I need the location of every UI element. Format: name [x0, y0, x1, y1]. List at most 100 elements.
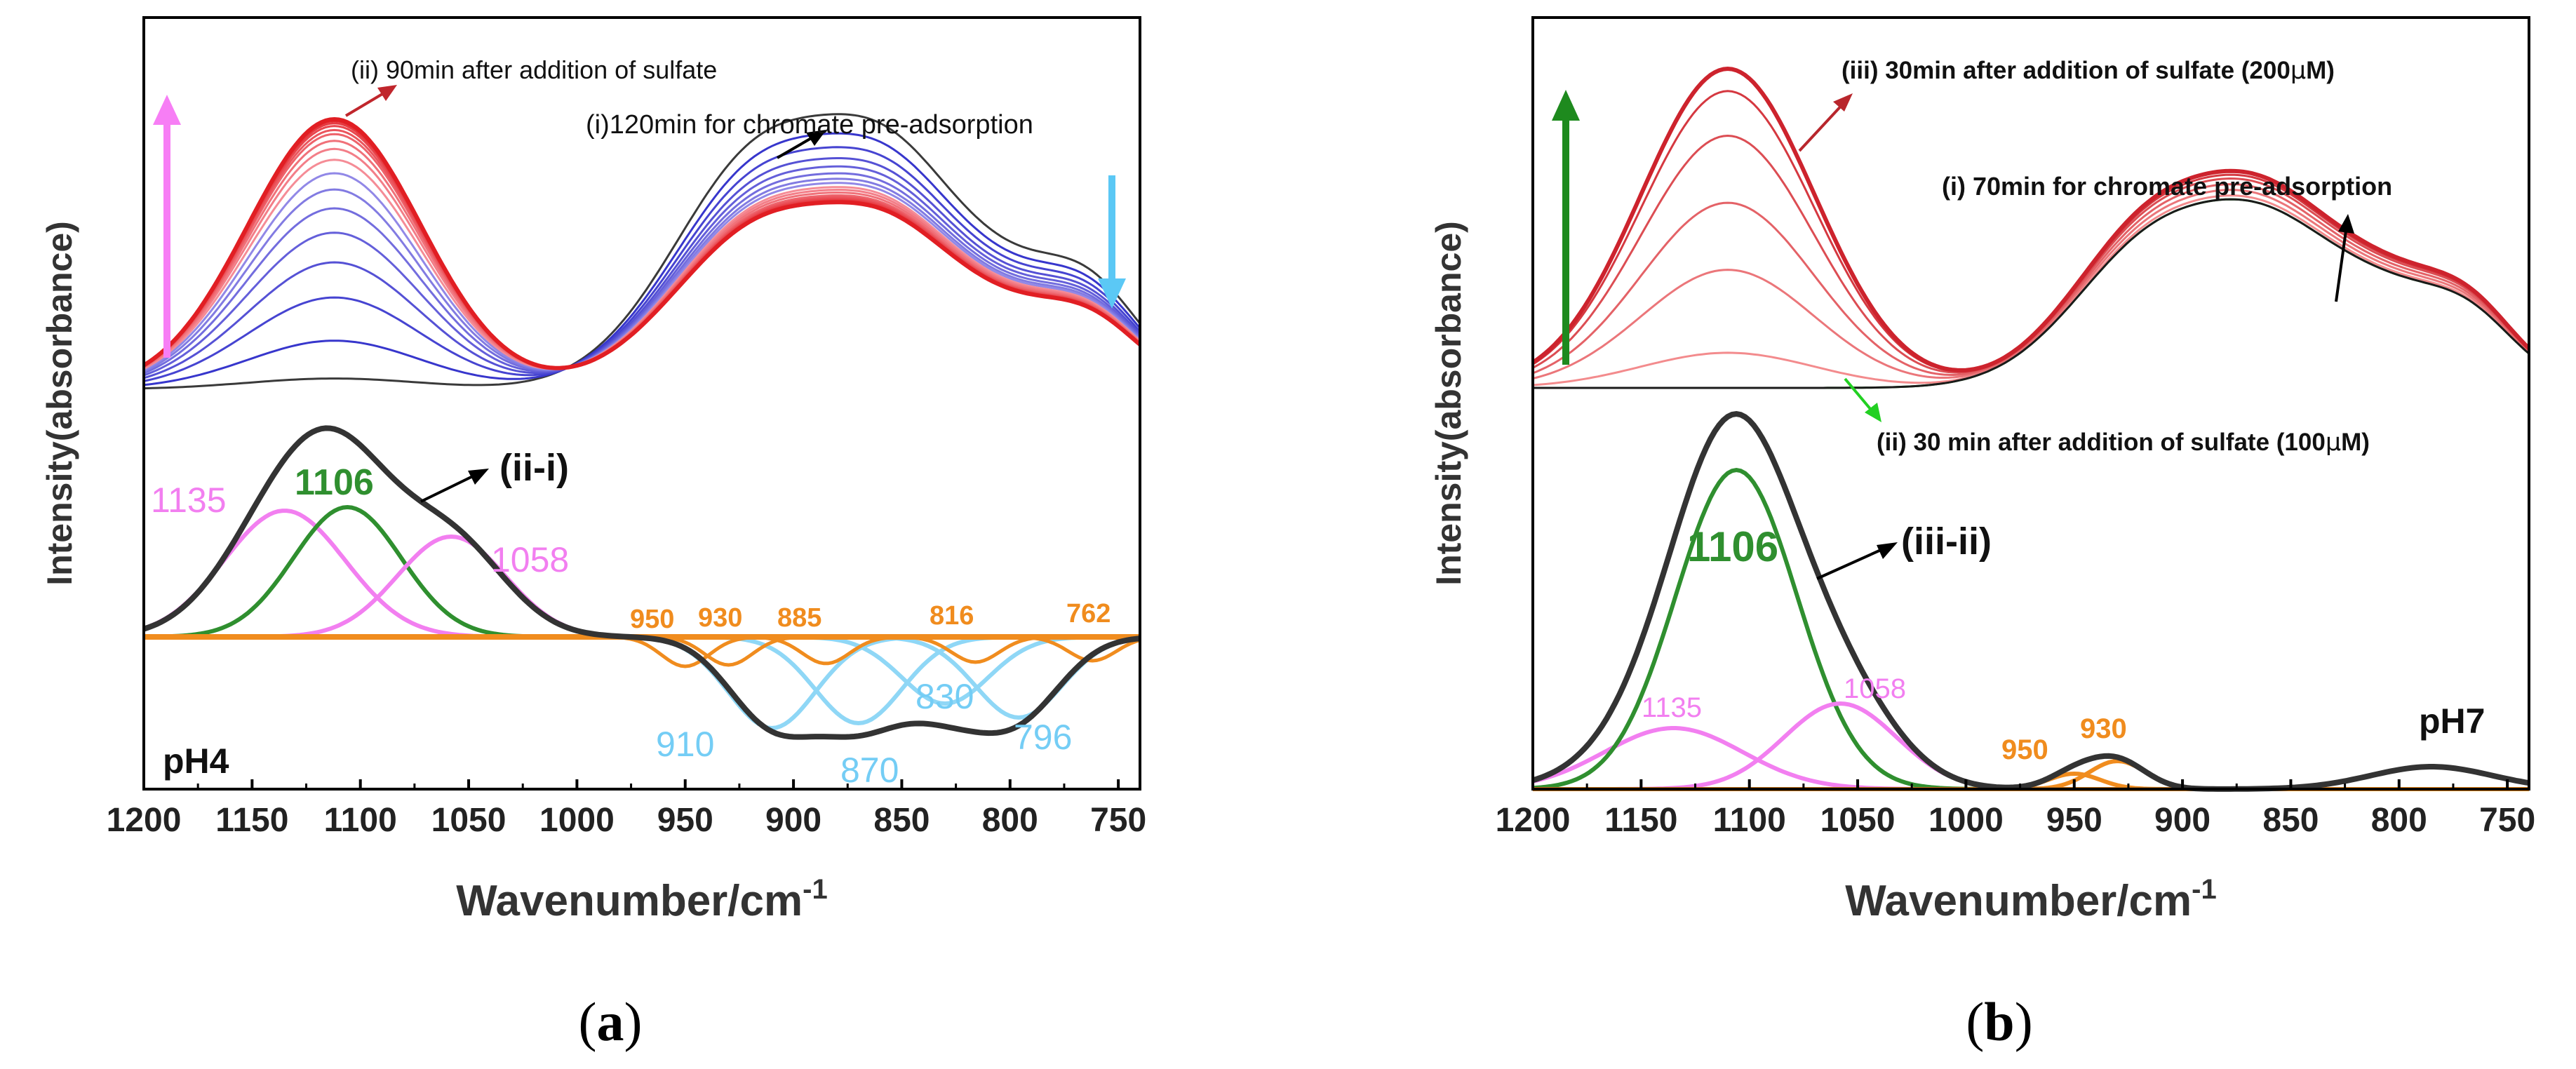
panel-b-label-ii-close: )	[2361, 429, 2370, 456]
a-tick-label-1050: 1050	[431, 802, 507, 839]
panel-b-label-iii: (iii) 30min after addition of sulfate (2…	[1842, 57, 2335, 85]
panel-a-plot-frame	[142, 16, 1141, 791]
b-spectrum-dark	[1533, 198, 2530, 389]
panel-b-label-ii-m: M	[2341, 429, 2361, 456]
a-negative-component-830	[144, 635, 1140, 706]
panel-a-letter-open: (	[579, 991, 597, 1052]
panel-b-plot-frame	[1531, 16, 2530, 791]
panel-a-annotation-arrow-ii	[344, 85, 397, 117]
a-difference-spectrum	[142, 425, 1141, 740]
panel-a-letter: (a)	[579, 991, 643, 1052]
a-orange-component-950	[144, 635, 1140, 668]
b-peak-label-1058: 1058	[1844, 673, 1906, 704]
a-spectrum-4	[143, 157, 1141, 379]
a-tick-label-800: 800	[982, 802, 1038, 839]
b-peak-label-1135: 1135	[1642, 692, 1702, 723]
panel-b-label-iii-mu: μ	[2290, 57, 2306, 85]
b-spectrum-2	[1532, 194, 2530, 386]
panel-b-x-ticks: 1200 1150 1100 1050 1000 950 900 850 800 750	[1496, 779, 2535, 839]
panel-a-x-axis-sup: -1	[803, 874, 828, 905]
a-tick-label-900: 900	[765, 802, 821, 839]
orange-label-762: 762	[1066, 599, 1111, 628]
b-spectrum-6	[1532, 90, 2530, 372]
b-tick-label-1050: 1050	[1820, 802, 1896, 839]
blue-label-910: 910	[656, 725, 714, 764]
a-spectrum-1	[143, 113, 1141, 390]
panel-a-x-axis-main: Wavenumber/cm	[456, 877, 803, 925]
b-tick-label-950: 950	[2046, 802, 2102, 839]
panel-a-label-i: (i)120min for chromate pre-adsorption	[586, 110, 1033, 140]
panel-b-letter-main: b	[1984, 991, 2014, 1052]
panel-a-ph-label: pH4	[163, 741, 229, 781]
b-spectrum-4	[1532, 183, 2530, 377]
panel-a-annotation-arrow-i	[776, 130, 826, 159]
a-spectrum-2	[143, 132, 1141, 386]
peak-label-1106: 1106	[295, 462, 374, 503]
b-peak-label-950: 950	[2001, 734, 2048, 765]
b-tick-label-1200: 1200	[1496, 802, 1571, 839]
b-spectrum-3	[1532, 189, 2530, 380]
peak-label-1058: 1058	[491, 540, 569, 579]
panel-b-letter-close: )	[2015, 991, 2033, 1052]
panel-b-x-axis-sup: -1	[2192, 874, 2217, 905]
b-tick-label-900: 900	[2154, 802, 2211, 839]
panel-b-letter-open: (	[1966, 991, 1984, 1052]
a-tick-label-1100: 1100	[324, 802, 397, 839]
orange-label-885: 885	[777, 603, 821, 633]
orange-label-950: 950	[630, 605, 674, 634]
panel-b-label-iii-m: M	[2306, 57, 2326, 84]
a-spectrum-12	[143, 133, 1141, 370]
a-tick-label-1150: 1150	[215, 802, 288, 839]
orange-label-816: 816	[930, 601, 974, 631]
panel-a-up-arrow	[153, 95, 181, 358]
a-tick-label-850: 850	[873, 802, 930, 839]
panel-a-upper-spectra	[142, 113, 1141, 390]
panel-a-x-ticks: 1200 1150 1100 1050 1000 950 900 850 800 750	[107, 779, 1146, 839]
a-tick-label-1000: 1000	[539, 802, 615, 839]
panel-b-y-axis-label: Intensity(absorbance)	[1429, 221, 1468, 586]
panel-b-label-ii: (ii) 30 min after addition of sulfate (1…	[1877, 429, 2370, 457]
panel-b-label-i: (i) 70min for chromate pre-adsorption	[1942, 172, 2392, 201]
a-negative-component-870	[144, 635, 1140, 726]
b-spectrum-7	[1531, 66, 2531, 372]
panel-b-diff-label: (iii-ii)	[1901, 520, 1992, 563]
blue-label-870: 870	[840, 751, 899, 790]
peak-label-1135: 1135	[151, 480, 227, 520]
orange-label-930: 930	[698, 603, 742, 633]
panel-a-label-ii: (ii) 90min after addition of sulfate	[351, 55, 717, 84]
panel-a-difference-spectra	[142, 425, 1141, 740]
a-spectrum-5	[143, 165, 1141, 377]
panel-b-annotation-arrow-i	[2335, 214, 2354, 302]
panel-b-ph-label: pH7	[2419, 701, 2485, 741]
panel-a-letter-close: )	[624, 991, 643, 1052]
a-spectrum-17	[142, 116, 1141, 370]
a-tick-label-750: 750	[1090, 802, 1146, 839]
blue-label-830: 830	[915, 677, 974, 716]
panel-b-up-arrow	[1552, 90, 1580, 365]
panel-a: 1200 1150 1100 1050 1000 950 900 850 800 750 (ii)…	[40, 16, 1146, 1052]
panel-b-annotation-arrow-iii	[1798, 93, 1853, 152]
blue-label-796: 796	[1014, 718, 1072, 757]
a-spectrum-3	[143, 146, 1141, 382]
a-negative-component-910	[144, 635, 1140, 731]
panel-b-annotation-arrow-diff	[1816, 542, 1898, 580]
panel-a-diff-label: (ii-i)	[499, 447, 569, 489]
panel-a-annotation-arrow-diff	[420, 469, 489, 503]
panel-b-x-axis-label: Wavenumber/cm-1	[1845, 874, 2216, 925]
b-tick-label-850: 850	[2262, 802, 2319, 839]
a-tick-label-1200: 1200	[107, 802, 182, 839]
panel-b-difference-spectra	[1531, 411, 2530, 792]
b-tick-label-750: 750	[2479, 802, 2535, 839]
panel-b-label-iii-text: (iii) 30min after addition of sulfate (2…	[1842, 57, 2290, 84]
a-spectrum-6	[143, 172, 1141, 375]
panel-b-annotation-arrow-ii	[1844, 377, 1881, 422]
panel-b-upper-spectra	[1531, 66, 2531, 389]
b-peak-label-930: 930	[2080, 713, 2127, 744]
b-tick-label-1100: 1100	[1713, 802, 1786, 839]
panel-b-label-ii-text: (ii) 30 min after addition of sulfate (1…	[1877, 429, 2326, 456]
b-tick-label-800: 800	[2371, 802, 2427, 839]
a-tick-label-950: 950	[657, 802, 713, 839]
panel-a-x-axis-label: Wavenumber/cm-1	[456, 874, 827, 925]
panel-b-label-ii-mu: μ	[2326, 429, 2341, 457]
